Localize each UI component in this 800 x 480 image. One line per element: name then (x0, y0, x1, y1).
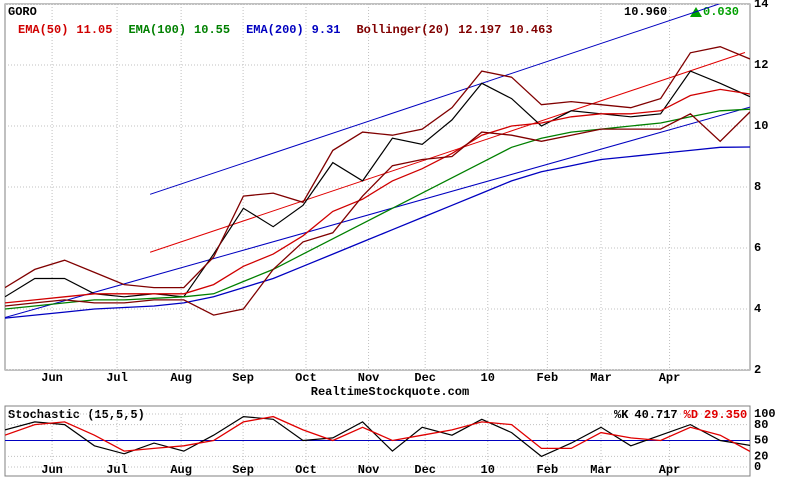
x-tick-label: Jun (41, 371, 63, 385)
x-tick-label: Dec (414, 463, 436, 477)
x-tick-label: 10 (481, 371, 495, 385)
legend-name: %K (614, 408, 629, 422)
legend-name: Bollinger(20) (356, 23, 450, 37)
x-tick-label: Sep (232, 371, 254, 385)
y-tick-label: 0 (754, 460, 761, 474)
trend-line (149, 4, 721, 195)
trend-line (5, 106, 750, 319)
y-tick-label: 20 (754, 450, 768, 464)
watermark: RealtimeStockquote.com (311, 385, 469, 399)
legend-name: EMA(50) (18, 23, 68, 37)
x-tick-label: Jun (41, 463, 63, 477)
x-tick-label: Aug (170, 371, 192, 385)
series-line (5, 146, 750, 319)
y-tick-label: 8 (754, 180, 761, 194)
series-line (5, 415, 750, 458)
series-line (5, 415, 750, 452)
legend-value: 29.350 (704, 408, 747, 422)
x-tick-label: Nov (358, 371, 380, 385)
y-tick-label: 80 (754, 418, 768, 432)
y-tick-label: 50 (754, 434, 768, 448)
x-tick-label: Aug (170, 463, 192, 477)
series-line (5, 70, 750, 298)
x-tick-label: Mar (590, 371, 612, 385)
stochastic-title: Stochastic (15,5,5) (8, 408, 145, 422)
x-tick-label: Nov (358, 463, 380, 477)
y-tick-label: 10 (754, 119, 768, 133)
legend-name: %D (684, 408, 698, 422)
legend-value: 10.55 (194, 23, 230, 37)
series-line (5, 111, 750, 316)
legend-name: EMA(100) (128, 23, 186, 37)
x-tick-label: Jul (106, 463, 128, 477)
legend-name: EMA(200) (246, 23, 304, 37)
stochastic-plot (5, 413, 750, 468)
y-tick-label: 12 (754, 58, 768, 72)
y-tick-label: 2 (754, 363, 761, 377)
series-line (5, 88, 750, 304)
legend-value: 11.05 (76, 23, 112, 37)
x-tick-label: Feb (537, 371, 559, 385)
price-plot (5, 4, 750, 370)
x-tick-label: Mar (590, 463, 612, 477)
legend-value: 12.197 (458, 23, 501, 37)
y-tick-label: 14 (754, 0, 768, 11)
x-tick-label: Apr (659, 463, 681, 477)
x-tick-label: Apr (659, 371, 681, 385)
price: 10.960 (624, 5, 667, 19)
legend-value: 10.463 (509, 23, 552, 37)
x-tick-label: Jul (106, 371, 128, 385)
y-tick-label: 4 (754, 302, 761, 316)
x-tick-label: Oct (295, 371, 317, 385)
x-tick-label: Oct (295, 463, 317, 477)
x-tick-label: Dec (414, 371, 436, 385)
legend-value: 9.31 (312, 23, 341, 37)
x-tick-label: Sep (232, 463, 254, 477)
series-line (5, 46, 750, 289)
x-tick-label: Feb (537, 463, 559, 477)
ticker: GORO (8, 5, 37, 19)
x-tick-label: 10 (481, 463, 495, 477)
trend-line (149, 52, 746, 253)
y-tick-label: 6 (754, 241, 761, 255)
change: 0.030 (703, 5, 739, 19)
legend-value: 40.717 (634, 408, 677, 422)
y-tick-label: 100 (754, 407, 776, 421)
series-line (5, 108, 750, 310)
